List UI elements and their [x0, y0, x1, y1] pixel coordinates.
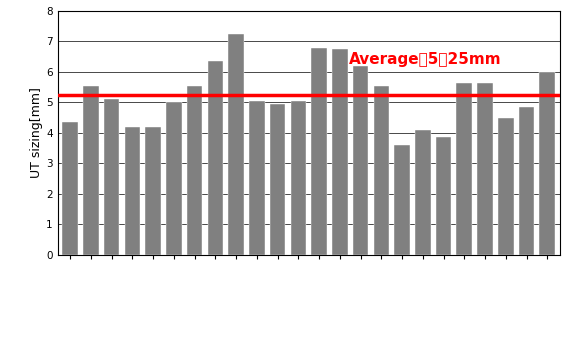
Bar	[332, 49, 347, 255]
Bar	[498, 118, 514, 255]
Bar	[394, 145, 410, 255]
Bar	[249, 101, 265, 255]
Text: Average：5．25mm: Average：5．25mm	[349, 52, 501, 67]
Bar	[519, 107, 534, 255]
Bar	[373, 86, 389, 255]
Bar	[539, 72, 555, 255]
Bar	[166, 102, 182, 255]
Bar	[125, 127, 140, 255]
Bar	[456, 83, 472, 255]
Bar	[187, 86, 203, 255]
Bar	[83, 86, 99, 255]
Bar	[270, 104, 286, 255]
Bar	[353, 66, 368, 255]
Bar	[291, 101, 306, 255]
Bar	[228, 34, 244, 255]
Bar	[477, 83, 493, 255]
Bar	[145, 127, 161, 255]
Bar	[311, 47, 327, 255]
Bar	[415, 130, 430, 255]
Y-axis label: UT sizing[mm]: UT sizing[mm]	[31, 87, 43, 178]
Bar	[436, 138, 451, 255]
Bar	[104, 99, 119, 255]
Bar	[62, 122, 78, 255]
Bar	[208, 61, 223, 255]
